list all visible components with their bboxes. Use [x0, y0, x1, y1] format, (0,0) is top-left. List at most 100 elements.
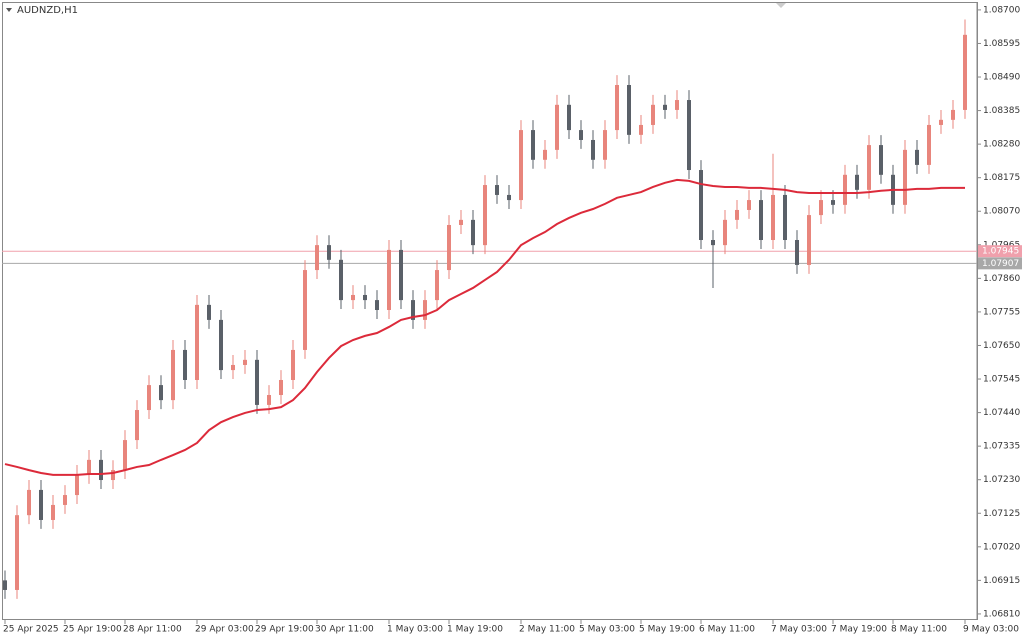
y-tick-label: 1.08385: [983, 106, 1020, 116]
candle-body: [915, 149, 919, 165]
candle-body: [171, 349, 175, 401]
candle-body: [195, 304, 199, 380]
candle-body: [495, 185, 499, 195]
candle-body: [639, 124, 643, 135]
y-tick-label: 1.08595: [983, 39, 1020, 49]
candle-body: [363, 294, 367, 301]
bid-label-box: [978, 257, 1022, 270]
candle-body: [795, 240, 799, 265]
y-tick-label: 1.08490: [983, 73, 1020, 83]
candle-body: [423, 300, 427, 320]
candle-body: [63, 495, 67, 505]
moving-average-line: [4, 178, 965, 476]
x-tick-label: 1 May 19:00: [447, 625, 503, 635]
candle-body: [603, 130, 607, 160]
candle-body: [15, 515, 19, 590]
candle-body: [903, 149, 907, 205]
candle-body: [651, 104, 655, 125]
candle-body: [315, 245, 319, 271]
candle-body: [771, 194, 775, 241]
candle-body: [207, 304, 211, 320]
candle-body: [879, 145, 883, 175]
x-tick-label: 29 Apr 19:00: [255, 625, 314, 635]
candle-body: [399, 249, 403, 301]
y-tick-label: 1.08070: [983, 207, 1020, 217]
y-tick-label: 1.06915: [983, 576, 1020, 586]
x-tick-label: 28 Apr 11:00: [123, 625, 182, 635]
x-tick-label: 7 May 19:00: [831, 625, 887, 635]
candle-body: [27, 489, 31, 516]
y-tick-label: 1.08175: [983, 173, 1020, 183]
y-tick-label: 1.08700: [983, 5, 1020, 15]
candle-body: [591, 139, 595, 160]
candle-body: [843, 174, 847, 205]
x-tick-label: 5 May 03:00: [579, 625, 635, 635]
ask-label: 1.07945: [982, 247, 1019, 257]
candle-body: [99, 459, 103, 481]
y-tick-label: 1.07545: [983, 375, 1020, 385]
candle-body: [567, 104, 571, 131]
candle-body: [963, 34, 967, 110]
x-tick-label: 7 May 03:00: [771, 625, 827, 635]
candle-body: [687, 100, 691, 171]
candle-body: [663, 104, 667, 110]
candle-body: [255, 359, 259, 405]
candle-body: [303, 270, 307, 350]
bid-label: 1.07907: [982, 259, 1019, 269]
candle-body: [507, 194, 511, 201]
symbol-menu[interactable]: [6, 8, 12, 12]
candle-body: [543, 149, 547, 160]
candle-body: [123, 440, 127, 471]
candle-body: [375, 300, 379, 310]
ask-label-box: [978, 245, 1022, 258]
y-tick-label: 1.08280: [983, 140, 1020, 150]
candle-body: [111, 470, 115, 481]
candle-body: [735, 209, 739, 220]
y-tick-label: 1.07440: [983, 408, 1020, 418]
candle-body: [759, 200, 763, 241]
candle-body: [39, 489, 43, 520]
x-tick-label: 29 Apr 03:00: [195, 625, 254, 635]
candle-body: [471, 219, 475, 246]
y-tick-label: 1.07125: [983, 509, 1020, 519]
candle-body: [615, 85, 619, 131]
candle-body: [87, 459, 91, 475]
candle-body: [3, 580, 7, 590]
y-tick-label: 1.07650: [983, 341, 1020, 351]
y-tick-label: 1.06810: [983, 609, 1020, 619]
candle-body: [351, 294, 355, 301]
candle-body: [327, 245, 331, 260]
candle-body: [459, 219, 463, 225]
shift-marker: [776, 3, 786, 8]
candle-body: [75, 474, 79, 496]
candle-body: [519, 130, 523, 201]
candle-body: [291, 349, 295, 380]
candle-body: [831, 200, 835, 205]
candle-body: [447, 224, 451, 271]
y-tick-label: 1.07860: [983, 274, 1020, 284]
candle-body: [267, 395, 271, 405]
candle-body: [483, 185, 487, 246]
candle-body: [927, 124, 931, 165]
x-tick-label: 2 May 11:00: [519, 625, 575, 635]
plot-frame: [2, 2, 978, 620]
candle-body: [855, 174, 859, 190]
candle-body: [867, 145, 871, 190]
candle-body: [339, 259, 343, 301]
candle-body: [411, 300, 415, 320]
candle-body: [723, 219, 727, 246]
candle-body: [555, 104, 559, 150]
x-tick-label: 25 Apr 19:00: [63, 625, 122, 635]
candle-body: [807, 215, 811, 265]
candle-body: [51, 504, 55, 520]
chart-title: AUDNZD,H1: [17, 5, 78, 16]
candle-body: [159, 385, 163, 401]
candle-body: [951, 109, 955, 120]
candle-body: [147, 385, 151, 411]
candle-body: [219, 319, 223, 371]
candle-body: [243, 359, 247, 365]
candle-body: [135, 410, 139, 441]
x-tick-label: 8 May 11:00: [891, 625, 947, 635]
candle-body: [711, 240, 715, 246]
y-tick-label: 1.07335: [983, 442, 1020, 452]
